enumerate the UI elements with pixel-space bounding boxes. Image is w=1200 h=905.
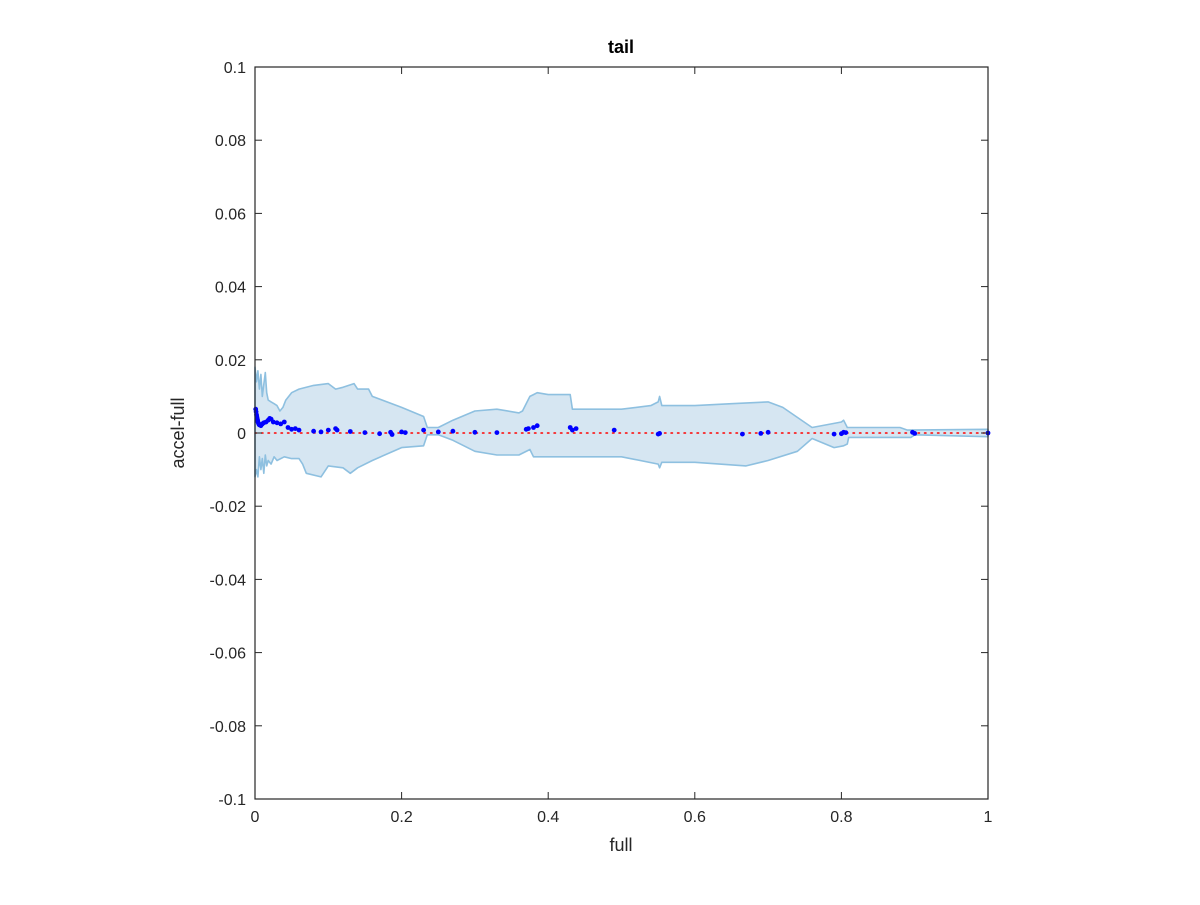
x-tick-label: 0.8 bbox=[830, 809, 852, 826]
y-tick-label: 0.08 bbox=[215, 133, 246, 150]
x-tick-label: 0 bbox=[251, 809, 260, 826]
data-point bbox=[292, 426, 298, 431]
ticks-layer: 0 0.2 0.4 0.6 0.8 1 -0.1 -0.08 -0.06 -0.04 -0.02 0 0… bbox=[210, 60, 993, 826]
y-tick-label: 0 bbox=[237, 426, 246, 443]
data-points-layer bbox=[253, 406, 991, 437]
data-point bbox=[285, 425, 291, 430]
y-tick-label: 0.02 bbox=[215, 353, 246, 370]
data-point bbox=[334, 427, 340, 433]
data-point bbox=[657, 431, 662, 436]
data-point bbox=[274, 420, 280, 426]
y-tick-label: -0.06 bbox=[210, 646, 247, 663]
data-point bbox=[831, 431, 837, 437]
data-point bbox=[377, 431, 382, 437]
data-point bbox=[758, 431, 764, 436]
data-point bbox=[531, 425, 536, 430]
data-point bbox=[421, 427, 426, 433]
y-tick-label: -0.1 bbox=[218, 792, 246, 809]
data-point bbox=[278, 421, 284, 427]
data-point bbox=[281, 419, 287, 425]
data-point bbox=[402, 430, 408, 435]
y-tick-label: 0.1 bbox=[224, 60, 246, 77]
data-point bbox=[494, 430, 500, 435]
x-axis-label: full bbox=[609, 835, 632, 855]
data-point bbox=[450, 428, 456, 434]
data-point bbox=[912, 431, 918, 436]
data-point bbox=[534, 423, 540, 429]
data-point bbox=[311, 428, 316, 434]
x-tick-label: 0.4 bbox=[537, 809, 559, 826]
data-point bbox=[318, 429, 324, 435]
y-tick-label: -0.08 bbox=[210, 719, 247, 736]
confidence-band bbox=[254, 366, 989, 478]
confidence-band-layer bbox=[254, 366, 989, 478]
data-point bbox=[765, 429, 771, 435]
y-tick-label: -0.04 bbox=[210, 572, 247, 589]
data-point bbox=[435, 429, 441, 435]
y-tick-label: 0.04 bbox=[215, 280, 246, 297]
chart-title: tail bbox=[608, 37, 634, 57]
data-point bbox=[573, 426, 579, 431]
data-point bbox=[611, 427, 617, 433]
data-point bbox=[740, 431, 745, 437]
data-point bbox=[362, 430, 368, 435]
data-point bbox=[270, 419, 276, 425]
data-point bbox=[289, 426, 294, 432]
x-tick-label: 1 bbox=[984, 809, 993, 826]
data-point bbox=[347, 429, 353, 434]
data-point bbox=[389, 432, 395, 437]
data-point bbox=[325, 427, 331, 433]
data-point bbox=[570, 427, 575, 433]
x-tick-label: 0.2 bbox=[390, 809, 412, 826]
y-tick-label: -0.02 bbox=[210, 499, 247, 516]
data-point bbox=[526, 426, 531, 431]
data-point bbox=[843, 430, 849, 435]
x-tick-label: 0.6 bbox=[684, 809, 706, 826]
y-tick-label: 0.06 bbox=[215, 206, 246, 223]
data-point bbox=[472, 429, 478, 435]
y-axis-label: accel-full bbox=[168, 397, 188, 468]
data-point bbox=[296, 427, 302, 433]
data-point bbox=[399, 429, 404, 435]
